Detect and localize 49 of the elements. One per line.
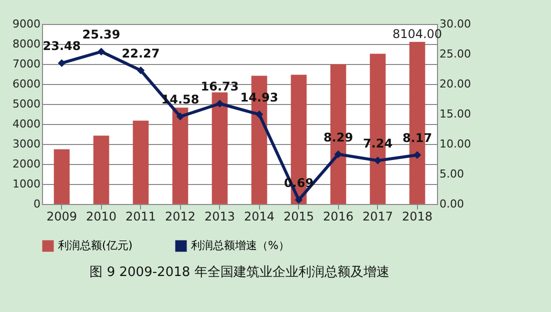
y2-tick-label: 20.00	[440, 78, 471, 90]
bar	[93, 136, 110, 204]
point	[255, 110, 264, 118]
legend-label: 利润总额(亿元)	[58, 239, 133, 252]
y2-tick-label: 30.00	[440, 18, 471, 30]
x-tick-label: 2018	[402, 210, 433, 224]
data-label: 8104.00	[392, 26, 442, 41]
y2-tick-label: 25.00	[440, 48, 471, 60]
bar	[54, 149, 70, 204]
y2-tick-label: 5.00	[440, 168, 464, 180]
data-label: 22.27	[122, 46, 160, 60]
x-tick-label: 2015	[283, 210, 314, 224]
x-tick-label: 2016	[322, 210, 354, 224]
x-tick-label: 2011	[125, 210, 156, 224]
x-tick-label: 2013	[204, 210, 236, 224]
point	[334, 150, 342, 158]
y-tick-label: 8000	[12, 38, 40, 50]
y-tick-label: 6000	[12, 78, 40, 90]
y-tick-label: 5000	[12, 98, 40, 110]
y-tick-label: 1000	[12, 178, 40, 190]
point	[136, 66, 145, 74]
point	[97, 48, 106, 56]
data-label: 16.73	[200, 80, 239, 94]
y-tick-label: 9000	[12, 18, 40, 30]
y-tick-label: 0	[34, 198, 40, 210]
x-tick-label: 2017	[362, 210, 394, 224]
x-tick-label: 2014	[244, 210, 275, 224]
x-tick-label: 2009	[46, 210, 78, 224]
y2-tick-label: 15.00	[440, 108, 471, 120]
data-label: 23.48	[42, 39, 81, 54]
y-tick-label: 7000	[12, 58, 40, 70]
point	[58, 59, 66, 67]
data-label: 25.39	[82, 28, 120, 42]
point	[216, 100, 224, 108]
x-tick-label: 2010	[86, 210, 117, 224]
y2-tick-label: 0.00	[440, 198, 464, 210]
y-tick-label: 4000	[12, 118, 40, 130]
bar	[172, 108, 188, 204]
y2-tick-label: 10.00	[440, 138, 471, 150]
legend-label: 利润总额增速（%）	[191, 239, 290, 252]
text: 图 9 2009-2018 年全国建筑业企业利润总额及增速	[90, 265, 390, 280]
data-label: 7.24	[362, 136, 393, 151]
y-tick-label: 3000	[12, 138, 40, 150]
bar	[212, 92, 228, 204]
point	[176, 112, 184, 120]
bar	[132, 120, 149, 204]
y-tick-label: 2000	[12, 158, 40, 170]
x-tick-label: 2012	[164, 210, 196, 224]
point	[294, 196, 303, 204]
